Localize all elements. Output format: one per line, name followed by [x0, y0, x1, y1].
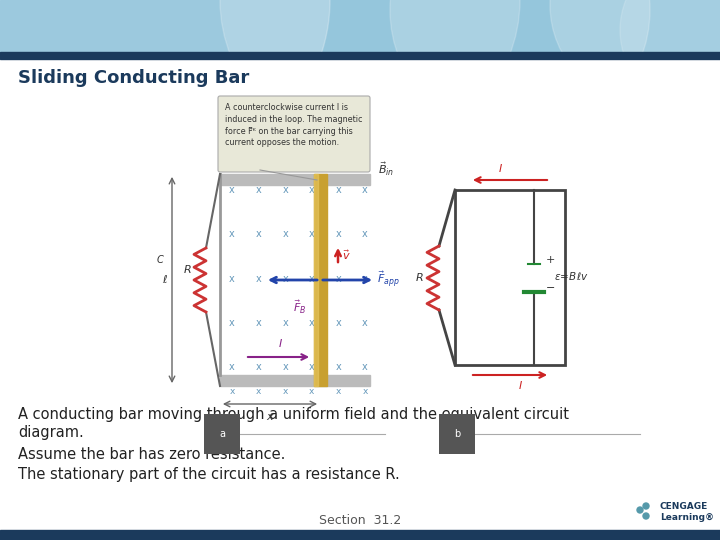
Text: x: x: [229, 273, 235, 284]
Text: +: +: [546, 255, 556, 265]
Text: x: x: [229, 230, 235, 239]
Text: x: x: [309, 362, 315, 372]
Bar: [220, 174, 370, 185]
Circle shape: [643, 503, 649, 509]
Text: x: x: [362, 165, 368, 173]
Text: x: x: [282, 230, 288, 239]
Text: x: x: [282, 185, 288, 195]
Circle shape: [0, 0, 330, 170]
Text: x: x: [256, 318, 261, 328]
Text: x: x: [309, 230, 315, 239]
Circle shape: [390, 0, 650, 140]
Text: x: x: [362, 362, 368, 372]
Text: x: x: [282, 165, 288, 173]
Circle shape: [550, 0, 720, 105]
Text: I: I: [498, 164, 502, 174]
Text: x: x: [362, 318, 368, 328]
Text: $\vec{v}$: $\vec{v}$: [342, 248, 351, 262]
Text: x: x: [266, 412, 274, 422]
Text: I: I: [518, 381, 521, 391]
Text: x: x: [309, 318, 315, 328]
Text: CENGAGE
Learning®: CENGAGE Learning®: [660, 502, 714, 522]
Circle shape: [620, 0, 720, 110]
Bar: [220, 375, 370, 386]
Text: Sliding Conducting Bar: Sliding Conducting Bar: [18, 69, 249, 87]
Bar: [0, 530, 720, 540]
Text: x: x: [229, 362, 235, 372]
Text: x: x: [336, 318, 341, 328]
Text: x: x: [229, 318, 235, 328]
Text: ℓ: ℓ: [162, 275, 166, 285]
Circle shape: [643, 513, 649, 519]
Text: C: C: [157, 255, 163, 265]
Text: x: x: [229, 387, 235, 395]
Text: x: x: [229, 165, 235, 173]
Text: x: x: [362, 387, 368, 395]
Text: x: x: [256, 273, 261, 284]
Text: x: x: [256, 165, 261, 173]
Text: −: −: [546, 283, 556, 293]
Text: The stationary part of the circuit has a resistance R.: The stationary part of the circuit has a…: [18, 467, 400, 482]
Text: x: x: [336, 165, 341, 173]
Text: x: x: [336, 387, 341, 395]
Text: x: x: [309, 185, 315, 195]
Text: x: x: [336, 185, 341, 195]
Bar: [314, 174, 327, 386]
Text: x: x: [282, 362, 288, 372]
Text: x: x: [256, 362, 261, 372]
Text: x: x: [336, 362, 341, 372]
Text: a: a: [219, 429, 225, 439]
Text: x: x: [256, 185, 261, 195]
Text: x: x: [362, 230, 368, 239]
Text: x: x: [362, 273, 368, 284]
Bar: [314, 174, 318, 386]
Text: $\vec{F}_{B}$: $\vec{F}_{B}$: [293, 298, 307, 315]
Text: x: x: [256, 387, 261, 395]
Text: x: x: [309, 387, 315, 395]
Text: x: x: [362, 185, 368, 195]
Bar: [0, 0, 720, 52]
Text: x: x: [336, 273, 341, 284]
Text: R: R: [184, 265, 192, 275]
Text: x: x: [309, 165, 315, 173]
Text: x: x: [309, 273, 315, 284]
FancyBboxPatch shape: [218, 96, 370, 172]
Text: $\varepsilon\!=\!B\ell v$: $\varepsilon\!=\!B\ell v$: [554, 270, 589, 282]
Text: Section  31.2: Section 31.2: [319, 514, 401, 526]
Circle shape: [637, 507, 643, 513]
Text: diagram.: diagram.: [18, 425, 84, 440]
Text: b: b: [454, 429, 460, 439]
Text: x: x: [336, 230, 341, 239]
Bar: [455, 190, 565, 365]
Text: x: x: [229, 185, 235, 195]
Text: R: R: [416, 273, 424, 283]
Text: A conducting bar moving through a uniform field and the equivalent circuit: A conducting bar moving through a unifor…: [18, 407, 569, 422]
Text: x: x: [256, 230, 261, 239]
Text: Assume the bar has zero resistance.: Assume the bar has zero resistance.: [18, 447, 285, 462]
Text: x: x: [282, 273, 288, 284]
Text: $\vec{B}_{in}$: $\vec{B}_{in}$: [378, 160, 395, 178]
Circle shape: [220, 0, 520, 150]
Text: A counterclockwise current I is
induced in the loop. The magnetic
force F⃗ᴷ on t: A counterclockwise current I is induced …: [225, 103, 362, 147]
Text: x: x: [282, 318, 288, 328]
Bar: [0, 52, 720, 59]
Text: x: x: [282, 387, 288, 395]
Text: $\vec{F}_{app}$: $\vec{F}_{app}$: [377, 270, 400, 290]
Text: I: I: [279, 339, 282, 349]
